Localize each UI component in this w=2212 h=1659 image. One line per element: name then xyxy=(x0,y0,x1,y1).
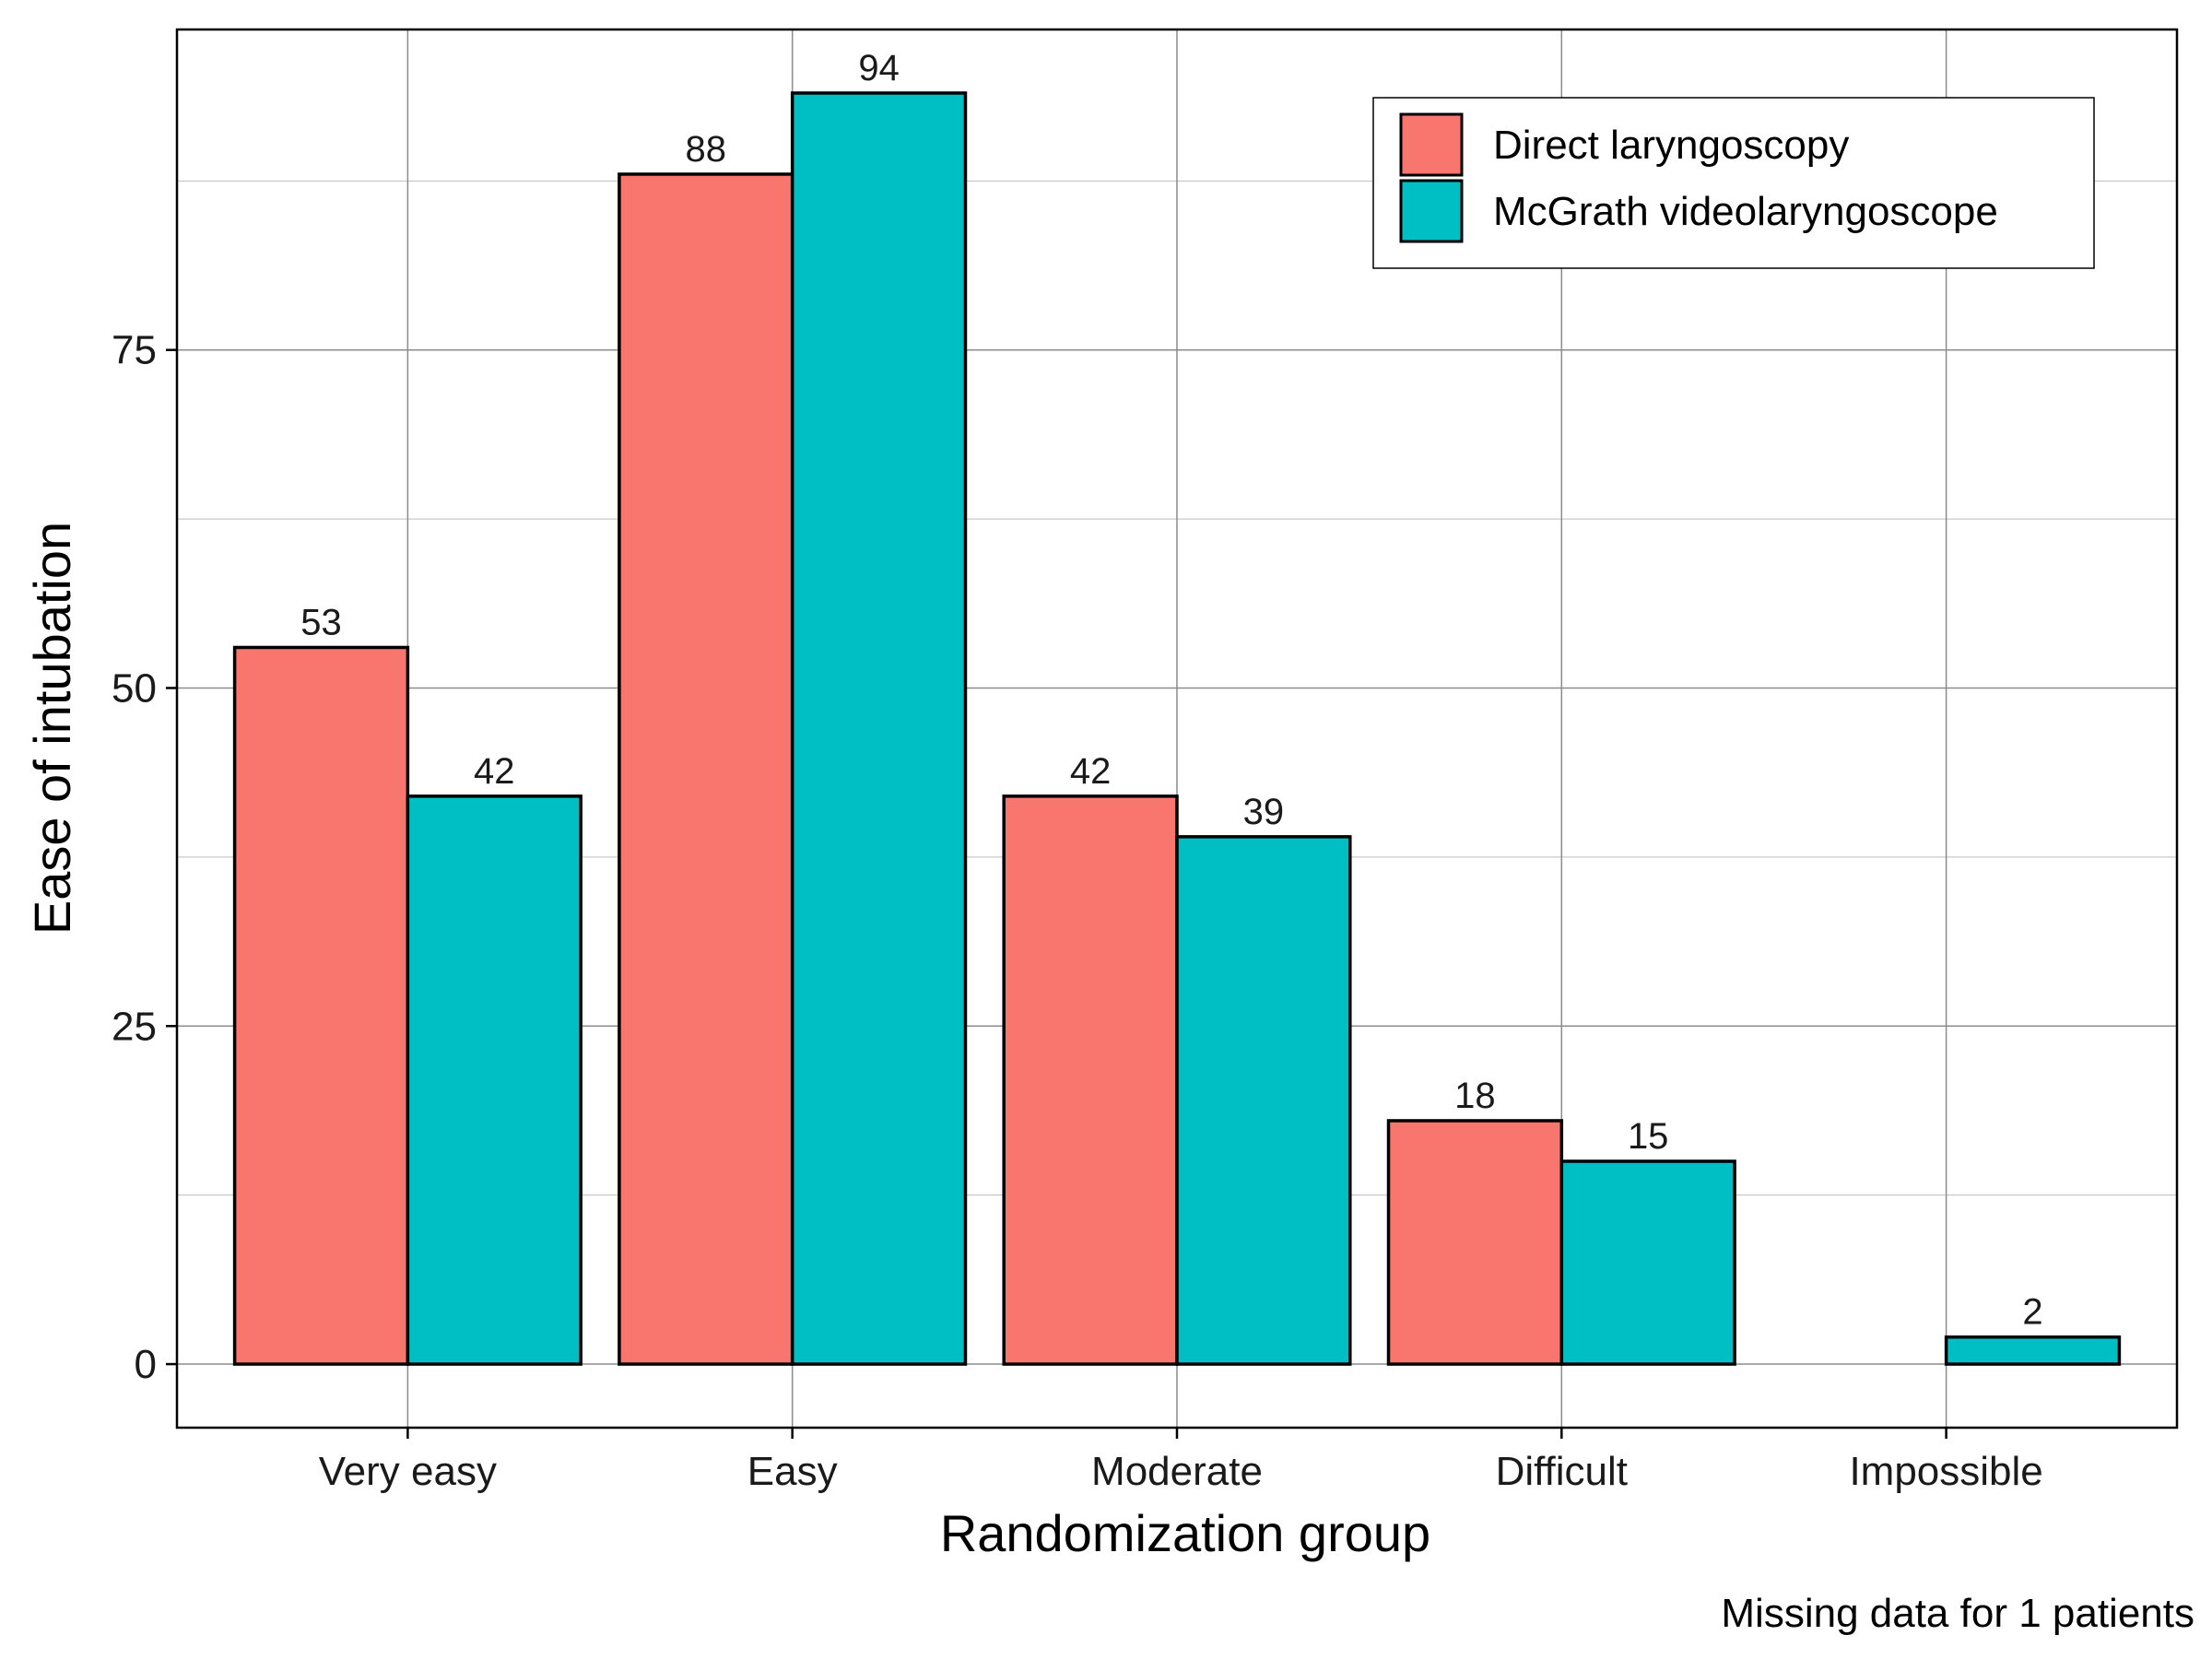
y-tick-label: 75 xyxy=(112,328,157,373)
x-axis-title: Randomization group xyxy=(940,1504,1430,1562)
bar-direct-laryngoscopy-very-easy xyxy=(232,645,410,1366)
legend-label: Direct laryngoscopy xyxy=(1493,123,1849,168)
y-tick-label: 0 xyxy=(135,1342,157,1387)
bar-value-label: 94 xyxy=(858,48,900,88)
legend-label: McGrath videolaryngoscope xyxy=(1493,189,1998,234)
y-tick-label: 25 xyxy=(112,1004,157,1049)
caption: Missing data for 1 patients xyxy=(1721,1591,2194,1636)
bar-direct-laryngoscopy-easy xyxy=(618,172,794,1366)
y-axis-title: Ease of intubation xyxy=(23,522,81,935)
legend-key-mcgrath-videolaryngoscope xyxy=(1399,179,1464,243)
legend-box xyxy=(1372,97,2095,269)
bar-mcgrath-videolaryngoscope-moderate xyxy=(1175,835,1352,1366)
bar-mcgrath-videolaryngoscope-easy xyxy=(790,91,968,1366)
bar-value-label: 39 xyxy=(1243,792,1285,832)
bar-direct-laryngoscopy-moderate xyxy=(1002,794,1179,1366)
bar-value-label: 18 xyxy=(1454,1076,1496,1116)
x-tick-label: Impossible xyxy=(1849,1449,2042,1494)
bar-value-label: 15 xyxy=(1628,1116,1669,1157)
legend-key-direct-laryngoscopy xyxy=(1399,112,1464,177)
y-tick-label: 50 xyxy=(112,665,157,711)
x-tick-label: Difficult xyxy=(1496,1449,1628,1494)
bar-value-label: 42 xyxy=(1070,751,1112,792)
bars xyxy=(232,91,2122,1366)
bar-value-labels: 53 88 42 18 42 94 39 15 2 xyxy=(300,48,2042,1333)
bar-value-label: 88 xyxy=(686,129,727,170)
bar-value-label: 2 xyxy=(2022,1292,2042,1333)
y-axis: 0 25 50 75 xyxy=(112,328,177,1387)
bar-mcgrath-videolaryngoscope-very-easy xyxy=(406,794,582,1366)
bar-direct-laryngoscopy-difficult xyxy=(1386,1119,1564,1366)
legend: Direct laryngoscopy McGrath videolaryngos… xyxy=(1372,97,2095,269)
bar-mcgrath-videolaryngoscope-impossible xyxy=(1944,1335,2122,1366)
bar-value-label: 42 xyxy=(474,751,515,792)
bar-value-label: 53 xyxy=(300,602,342,642)
x-axis: Very easy Easy Moderate Difficult Impossible xyxy=(319,1428,2043,1494)
x-tick-label: Very easy xyxy=(319,1449,497,1494)
x-tick-label: Moderate xyxy=(1091,1449,1263,1494)
bar-mcgrath-videolaryngoscope-difficult xyxy=(1559,1159,1736,1366)
x-tick-label: Easy xyxy=(747,1449,838,1494)
